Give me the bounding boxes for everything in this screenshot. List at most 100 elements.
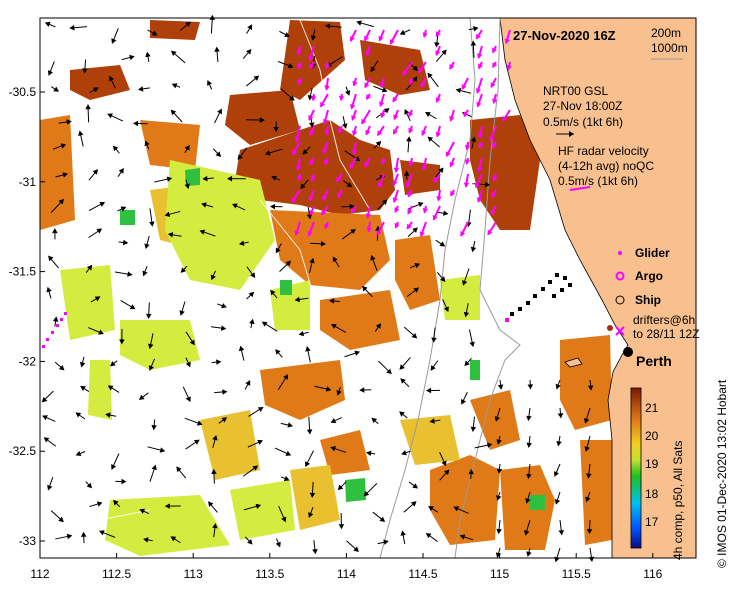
velocity-arrow-head (370, 254, 376, 261)
velocity-arrow-head (249, 318, 255, 325)
velocity-arrow-head (149, 221, 155, 227)
velocity-arrow-head (463, 311, 470, 318)
ship-label: Ship (635, 293, 661, 307)
velocity-arrow-head (320, 241, 327, 247)
velocity-arrow-head (75, 412, 82, 418)
hf-arrow-head (349, 36, 355, 42)
velocity-arrow-head (413, 287, 420, 293)
velocity-arrow-head (375, 140, 382, 147)
velocity-arrow-head (346, 181, 353, 188)
velocity-arrow-head (185, 21, 191, 27)
velocity-arrow-head (527, 384, 534, 390)
perth-label: Perth (636, 353, 672, 369)
velocity-arrow-head (53, 86, 60, 92)
velocity-arrow-head (214, 46, 220, 52)
hf-arrow-head (296, 49, 302, 56)
velocity-arrow-head (399, 29, 406, 35)
hf-arrow-head (365, 50, 371, 57)
velocity-arrow-head (324, 23, 331, 29)
hf-arrow-head (433, 177, 439, 183)
velocity-arrow-head (217, 108, 222, 115)
hf-arrow-head (393, 167, 400, 173)
velocity-arrow-head (525, 498, 531, 504)
velocity-arrow-head (232, 203, 238, 209)
hf-arrow-head (402, 70, 408, 76)
hf-arrow-head (392, 180, 398, 186)
velocity-arrow-head (403, 170, 410, 176)
hf-arrow-head (461, 84, 467, 90)
hf-arrow-head (405, 182, 411, 189)
velocity-arrow-head (443, 469, 450, 476)
velocity-arrow-head (584, 446, 590, 452)
hf-arrow-head (310, 176, 316, 182)
hf-arrow-head (324, 223, 330, 230)
hf-arrow-head (320, 101, 326, 108)
velocity-arrow-head (92, 169, 98, 175)
velocity-arrow-head (271, 175, 278, 181)
velocity-arrow-head (412, 76, 418, 82)
hf-arrow-head (490, 82, 496, 89)
velocity-arrow-head (300, 183, 306, 189)
hf-arrow-head (324, 63, 331, 70)
velocity-arrow-head (273, 127, 279, 133)
velocity-arrow-head (305, 346, 311, 352)
hf-arrow-head (296, 79, 303, 86)
velocity-arrow-head (526, 415, 532, 422)
velocity-arrow-head (110, 361, 116, 367)
velocity-arrow-head (247, 24, 253, 31)
velocity-arrow-head (356, 20, 362, 26)
velocity-arrow-head (496, 495, 502, 501)
velocity-arrow-head (430, 365, 436, 371)
map-title: 27-Nov-2020 16Z (513, 28, 616, 43)
colorbar-ticks: 21 20 19 18 17 (645, 401, 659, 529)
velocity-arrow-head (375, 323, 381, 329)
velocity-arrow-head (427, 72, 433, 79)
velocity-arrow-head (221, 417, 228, 423)
bathymetry-contours (379, 17, 521, 559)
velocity-arrow-head (62, 172, 69, 178)
velocity-arrow-head (92, 87, 99, 93)
velocity-arrow-head (308, 512, 314, 518)
velocity-arrow-head (146, 313, 152, 320)
velocity-arrow-head (144, 140, 150, 147)
velocity-arrow-head (439, 241, 446, 247)
y-tick-label: -32 (19, 354, 37, 368)
hf-arrow-head (296, 175, 303, 182)
velocity-arrow-head (238, 240, 245, 246)
velocity-arrow-head (202, 175, 208, 182)
velocity-arrow-head (148, 365, 154, 371)
ship-marker (607, 325, 613, 331)
hf-arrow-head (364, 82, 370, 89)
hf-arrow-head (393, 128, 398, 135)
hf-line1: HF radar velocity (558, 144, 649, 158)
velocity-arrow-head (298, 330, 305, 337)
velocity-arrow-head (226, 175, 233, 182)
x-tick-label: 112 (30, 567, 49, 581)
velocity-arrow-head (428, 506, 434, 512)
velocity-arrow-head (69, 24, 75, 31)
x-tick-label: 114.5 (408, 567, 437, 581)
y-tick-label: -32.5 (9, 444, 37, 458)
x-tick-label: 113 (184, 567, 203, 581)
hf-arrow-head (419, 231, 425, 238)
hf-arrow-head (378, 101, 385, 108)
hf-arrow-head (378, 35, 384, 42)
velocity-arrow-head (586, 528, 593, 535)
hf-arrow-head (364, 161, 370, 168)
hf-arrow-head (490, 209, 496, 216)
velocity-arrow-head (105, 412, 111, 418)
hf-arrow-head (475, 88, 482, 94)
velocity-arrow-head (111, 464, 117, 470)
velocity-arrow-head (526, 551, 532, 557)
velocity-arrow-head (302, 149, 308, 155)
velocity-arrow-head (425, 532, 432, 539)
velocity-arrow-head (363, 490, 370, 497)
hf-arrow-head (380, 112, 386, 119)
hf-arrow-head (408, 111, 414, 118)
velocity-arrow-head (138, 394, 145, 400)
hf-arrow-head (394, 222, 400, 229)
velocity-arrow-head (222, 389, 228, 395)
velocity-arrow-head (82, 68, 88, 74)
velocity-arrow-head (212, 523, 218, 529)
